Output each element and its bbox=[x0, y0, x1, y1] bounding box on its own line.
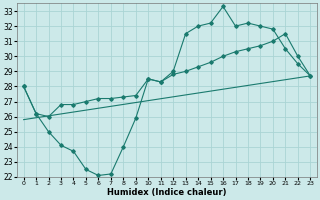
X-axis label: Humidex (Indice chaleur): Humidex (Indice chaleur) bbox=[107, 188, 227, 197]
